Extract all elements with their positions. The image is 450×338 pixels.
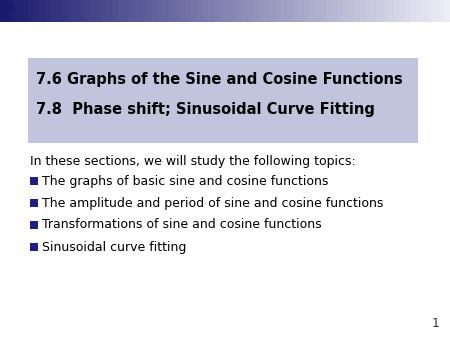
Bar xyxy=(388,0,394,22)
Bar xyxy=(242,0,248,22)
Bar xyxy=(30,243,38,251)
Bar xyxy=(112,0,118,22)
Bar xyxy=(326,0,332,22)
Bar xyxy=(225,0,230,22)
Bar xyxy=(410,0,416,22)
Bar xyxy=(416,0,422,22)
Bar xyxy=(90,0,95,22)
Bar xyxy=(428,0,433,22)
Bar xyxy=(270,0,275,22)
Bar xyxy=(292,0,298,22)
Bar xyxy=(310,0,315,22)
Bar xyxy=(30,177,38,185)
Bar xyxy=(343,0,349,22)
Bar xyxy=(11,0,17,22)
Bar xyxy=(349,0,355,22)
Bar xyxy=(101,0,107,22)
Bar xyxy=(315,0,320,22)
Bar xyxy=(118,0,124,22)
Bar xyxy=(259,0,265,22)
Bar xyxy=(360,0,365,22)
Bar xyxy=(197,0,202,22)
Bar xyxy=(79,0,85,22)
Bar xyxy=(230,0,236,22)
Text: 7.6 Graphs of the Sine and Cosine Functions: 7.6 Graphs of the Sine and Cosine Functi… xyxy=(36,72,403,87)
Bar xyxy=(28,58,418,143)
Text: 1: 1 xyxy=(432,317,440,330)
Bar xyxy=(400,0,405,22)
Bar xyxy=(68,0,73,22)
Text: The graphs of basic sine and cosine functions: The graphs of basic sine and cosine func… xyxy=(42,174,328,188)
Bar xyxy=(30,221,38,229)
Bar xyxy=(298,0,304,22)
Bar xyxy=(45,0,50,22)
Bar xyxy=(185,0,191,22)
Bar xyxy=(152,0,158,22)
Bar xyxy=(85,0,90,22)
Bar xyxy=(439,0,445,22)
Bar xyxy=(30,199,38,207)
Bar xyxy=(394,0,400,22)
Bar xyxy=(40,0,45,22)
Bar xyxy=(320,0,326,22)
Bar xyxy=(275,0,281,22)
Bar xyxy=(34,0,40,22)
Bar xyxy=(163,0,169,22)
Bar xyxy=(253,0,259,22)
Bar xyxy=(130,0,135,22)
Bar xyxy=(175,0,180,22)
Bar xyxy=(281,0,287,22)
Bar xyxy=(135,0,140,22)
Bar xyxy=(0,0,5,22)
Bar xyxy=(22,0,28,22)
Bar xyxy=(17,0,22,22)
Bar xyxy=(28,0,34,22)
Bar xyxy=(158,0,163,22)
Bar xyxy=(2,2,13,13)
Bar xyxy=(332,0,338,22)
Text: 7.8  Phase shift; Sinusoidal Curve Fitting: 7.8 Phase shift; Sinusoidal Curve Fittin… xyxy=(36,102,375,117)
Bar xyxy=(95,0,101,22)
Bar xyxy=(355,0,360,22)
Bar xyxy=(422,0,427,22)
Bar xyxy=(146,0,152,22)
Bar xyxy=(445,0,450,22)
Bar xyxy=(62,0,68,22)
Bar xyxy=(287,0,292,22)
Text: Sinusoidal curve fitting: Sinusoidal curve fitting xyxy=(42,241,186,254)
Bar xyxy=(377,0,382,22)
Text: The amplitude and period of sine and cosine functions: The amplitude and period of sine and cos… xyxy=(42,196,383,210)
Bar xyxy=(371,0,377,22)
Bar xyxy=(202,0,208,22)
Bar xyxy=(50,0,56,22)
Bar xyxy=(382,0,388,22)
Bar xyxy=(5,0,11,22)
Bar xyxy=(214,0,220,22)
Bar xyxy=(248,0,253,22)
Bar xyxy=(265,0,270,22)
Bar xyxy=(191,0,197,22)
Text: Transformations of sine and cosine functions: Transformations of sine and cosine funct… xyxy=(42,218,322,232)
Bar xyxy=(405,0,410,22)
Bar xyxy=(365,0,371,22)
Bar xyxy=(180,0,185,22)
Bar xyxy=(236,0,242,22)
Text: In these sections, we will study the following topics:: In these sections, we will study the fol… xyxy=(30,155,356,168)
Bar xyxy=(169,0,175,22)
Bar xyxy=(56,0,62,22)
Bar xyxy=(220,0,225,22)
Bar xyxy=(338,0,343,22)
Bar xyxy=(208,0,214,22)
Bar xyxy=(107,0,112,22)
Bar xyxy=(73,0,79,22)
Bar xyxy=(433,0,439,22)
Bar xyxy=(304,0,310,22)
Bar xyxy=(140,0,146,22)
Bar xyxy=(124,0,130,22)
